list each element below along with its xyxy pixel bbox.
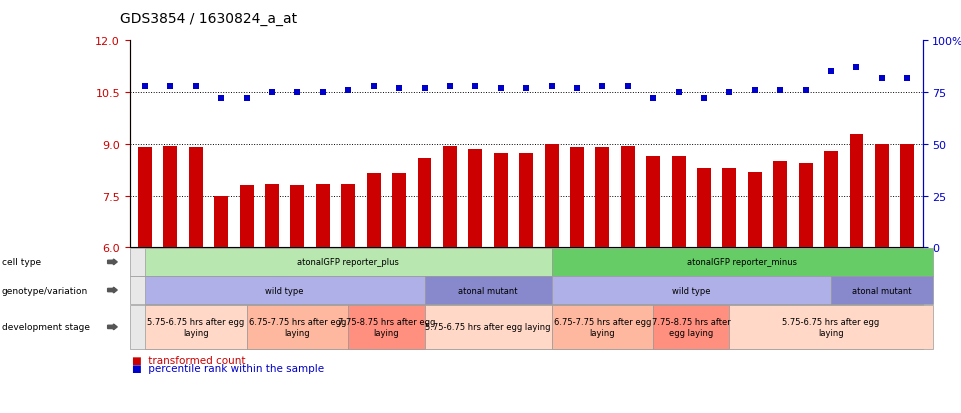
Bar: [697, 169, 711, 248]
Bar: [341, 184, 356, 248]
Bar: [748, 172, 762, 248]
Bar: [519, 153, 533, 248]
Bar: [443, 146, 456, 248]
Text: 7.75-8.75 hrs after
egg laying: 7.75-8.75 hrs after egg laying: [652, 318, 730, 337]
Bar: [367, 174, 381, 248]
Bar: [545, 145, 558, 248]
Bar: [239, 186, 254, 248]
Text: 6.75-7.75 hrs after egg
laying: 6.75-7.75 hrs after egg laying: [249, 318, 346, 337]
Bar: [417, 158, 431, 248]
Bar: [290, 186, 305, 248]
Bar: [850, 134, 864, 248]
Text: atonal mutant: atonal mutant: [458, 286, 518, 295]
Text: genotype/variation: genotype/variation: [2, 286, 88, 295]
Bar: [646, 157, 660, 248]
Text: ■  percentile rank within the sample: ■ percentile rank within the sample: [132, 363, 324, 373]
Bar: [596, 148, 609, 248]
Bar: [392, 174, 407, 248]
Bar: [799, 164, 813, 248]
Text: 5.75-6.75 hrs after egg
laying: 5.75-6.75 hrs after egg laying: [147, 318, 244, 337]
Bar: [494, 153, 507, 248]
Text: atonalGFP reporter_minus: atonalGFP reporter_minus: [687, 258, 797, 267]
Bar: [163, 146, 178, 248]
Text: 7.75-8.75 hrs after egg
laying: 7.75-8.75 hrs after egg laying: [337, 318, 435, 337]
Text: cell type: cell type: [2, 258, 41, 267]
Bar: [621, 146, 635, 248]
Bar: [875, 145, 889, 248]
Bar: [774, 162, 787, 248]
Text: wild type: wild type: [672, 286, 710, 295]
Text: wild type: wild type: [265, 286, 304, 295]
Text: GDS3854 / 1630824_a_at: GDS3854 / 1630824_a_at: [120, 12, 297, 26]
Bar: [265, 184, 279, 248]
Text: atonalGFP reporter_plus: atonalGFP reporter_plus: [297, 258, 399, 267]
Text: ■  transformed count: ■ transformed count: [132, 355, 245, 365]
Text: atonal mutant: atonal mutant: [852, 286, 912, 295]
Bar: [723, 169, 736, 248]
Bar: [468, 150, 482, 248]
Bar: [214, 196, 228, 248]
Text: 5.75-6.75 hrs after egg laying: 5.75-6.75 hrs after egg laying: [426, 323, 551, 332]
Bar: [138, 148, 152, 248]
Bar: [900, 145, 914, 248]
Bar: [570, 148, 584, 248]
Text: development stage: development stage: [2, 323, 90, 332]
Text: 5.75-6.75 hrs after egg
laying: 5.75-6.75 hrs after egg laying: [782, 318, 879, 337]
Bar: [188, 148, 203, 248]
Bar: [316, 184, 330, 248]
Bar: [672, 157, 685, 248]
Bar: [825, 152, 838, 248]
Text: 6.75-7.75 hrs after egg
laying: 6.75-7.75 hrs after egg laying: [554, 318, 651, 337]
